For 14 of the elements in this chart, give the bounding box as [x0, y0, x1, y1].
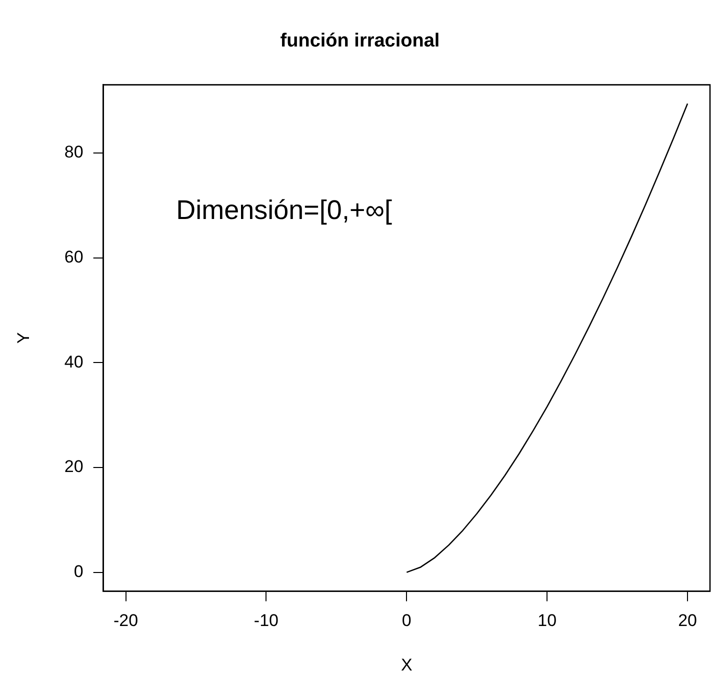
y-tick-label: 0 [74, 562, 84, 582]
x-tick-label: 10 [538, 611, 557, 630]
x-tick-label: 20 [678, 611, 697, 630]
y-tick-label: 80 [64, 142, 84, 162]
y-axis-title: Y [14, 332, 33, 344]
y-tick-label: 20 [64, 457, 84, 476]
x-tick-label: -10 [254, 611, 279, 630]
chart-title: función irracional [280, 30, 440, 52]
y-tick-label: 60 [64, 247, 84, 266]
annotation: Dimensión=[0,+∞[ [176, 194, 392, 225]
x-tick-label: 0 [402, 611, 412, 630]
y-tick-label: 40 [64, 352, 84, 372]
x-axis-title: X [400, 655, 412, 674]
x-tick-label: -20 [113, 611, 138, 630]
